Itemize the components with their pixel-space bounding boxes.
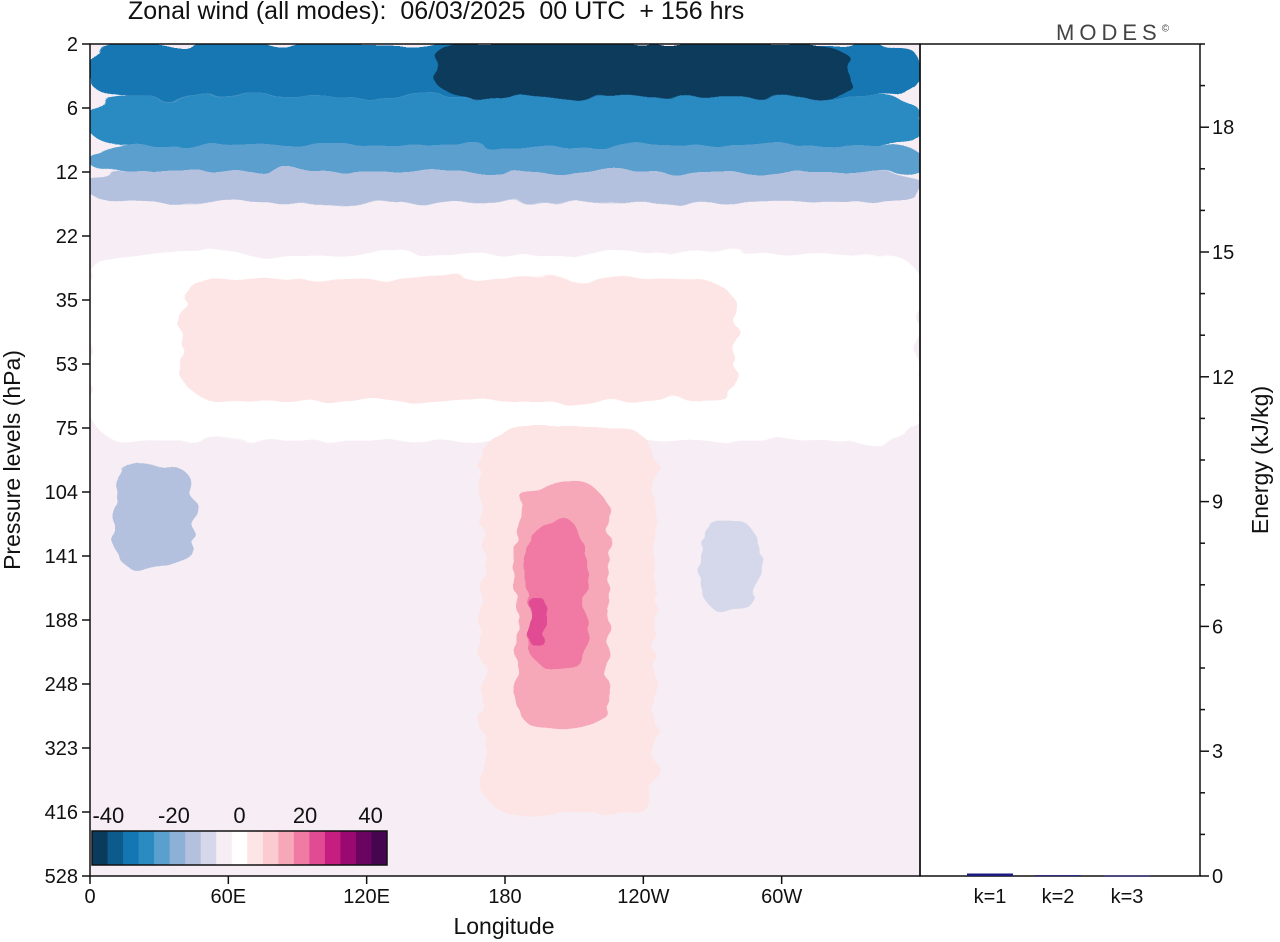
energy-axis-label: Energy (kJ/kg)	[1247, 386, 1273, 534]
energy-bar-k=1	[967, 873, 1013, 876]
heatmap-region-strat-6	[90, 97, 920, 146]
y-tick-label: 6	[67, 98, 78, 120]
colorbar-cell	[123, 831, 140, 865]
heatmap-region-strat-18	[90, 202, 920, 236]
x-tick-label: 60E	[211, 886, 247, 908]
heatmap-region-neg-104-core	[113, 463, 194, 570]
colorbar: -40 -20 0 20 40	[91, 803, 388, 866]
colorbar-cell	[262, 831, 279, 865]
colorbar-frame	[91, 830, 388, 866]
y-tick-label: 323	[45, 738, 78, 760]
colorbar-cell	[247, 831, 264, 865]
y-tick-label: 75	[56, 418, 78, 440]
colorbar-tick-label: 0	[233, 803, 245, 828]
y-tick-label: 2	[67, 34, 78, 56]
heatmap-plot: 0 60E 120E 180 120W 60W 2 6 12 22 35 53 75 104 141 188…	[0, 34, 921, 939]
energy-tick-label: 12	[1212, 367, 1234, 389]
y-tick-label: 53	[56, 354, 78, 376]
colorbar-cell	[169, 831, 186, 865]
heatmap-region-jet-max	[528, 597, 547, 646]
y-tick-label: 248	[45, 674, 78, 696]
x-tick-label: 60W	[761, 886, 802, 908]
colorbar-cell	[154, 831, 171, 865]
colorbar-cell	[216, 831, 233, 865]
colorbar-cell	[278, 831, 295, 865]
energy-bar-k=2	[1035, 875, 1081, 877]
energy-bar-plot: k=1 k=2 k=3 0 3 6 9 12 15 18 Energy (kJ/kg)	[919, 43, 1273, 908]
x-tick-label: 180	[488, 886, 521, 908]
colorbar-tick-label: 20	[293, 803, 317, 828]
colorbar-cell	[309, 831, 326, 865]
energy-tick-label: 18	[1212, 117, 1234, 139]
colorbar-cell	[107, 831, 124, 865]
energy-tick-label: 15	[1212, 242, 1234, 264]
colorbar-cell	[340, 831, 357, 865]
heatmap-region-strat-13	[90, 172, 920, 203]
colorbar-cell	[92, 831, 109, 865]
brand-logo: MODES©	[1056, 20, 1169, 46]
heatmap-region-belt-53	[182, 278, 736, 402]
x-axis-label: Longitude	[453, 913, 554, 939]
colorbar-tick-label: -40	[92, 803, 124, 828]
colorbar-cell	[200, 831, 217, 865]
colorbar-cell	[324, 831, 341, 865]
colorbar-cell	[355, 831, 372, 865]
brand-mark: ©	[1161, 23, 1170, 35]
energy-tick-label: 3	[1212, 741, 1223, 763]
heatmap-region-strat-10	[90, 145, 920, 172]
energy-tick-label: 9	[1212, 492, 1223, 514]
colorbar-cell	[231, 831, 248, 865]
energy-category-label: k=3	[1111, 886, 1144, 908]
energy-bar-k=3	[1104, 875, 1150, 877]
y-tick-label: 12	[56, 162, 78, 184]
y-tick-label: 528	[45, 866, 78, 888]
colorbar-cell	[138, 831, 155, 865]
energy-tick-label: 0	[1212, 866, 1223, 888]
energy-frame	[919, 43, 1201, 877]
colorbar-cell	[371, 831, 388, 865]
y-tick-label: 188	[45, 610, 78, 632]
y-tick-label: 416	[45, 802, 78, 824]
heatmap-region-strat-core-a	[435, 44, 851, 98]
heatmap-region-neg-140w	[700, 522, 759, 611]
energy-category-label: k=2	[1042, 886, 1075, 908]
y-tick-label: 35	[56, 290, 78, 312]
chart-title: Zonal wind (all modes): 06/03/2025 00 UT…	[128, 0, 745, 25]
colorbar-tick-label: 40	[358, 803, 382, 828]
energy-category-label: k=1	[974, 886, 1007, 908]
brand-name: MODES	[1056, 20, 1162, 45]
energy-tick-label: 6	[1212, 616, 1223, 638]
y-tick-label: 104	[45, 482, 78, 504]
y-axis-label: Pressure levels (hPa)	[0, 350, 25, 570]
colorbar-tick-label: -20	[158, 803, 190, 828]
x-tick-label: 120W	[617, 886, 669, 908]
y-tick-label: 141	[45, 546, 78, 568]
y-tick-label: 22	[56, 226, 78, 248]
x-tick-label: 0	[84, 886, 95, 908]
colorbar-cell	[185, 831, 202, 865]
colorbar-cell	[293, 831, 310, 865]
x-tick-label: 120E	[343, 886, 390, 908]
